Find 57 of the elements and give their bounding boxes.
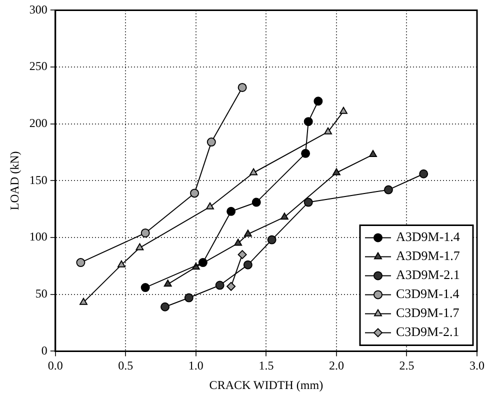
x-tick-label: 0.5: [118, 358, 134, 373]
legend-label: A3D9M-2.1: [396, 267, 460, 282]
point: [80, 298, 88, 305]
legend-label: C3D9M-1.4: [396, 286, 460, 302]
x-tick-label: 2.5: [399, 358, 414, 373]
point: [136, 243, 144, 250]
point: [238, 250, 247, 260]
y-tick-label: 100: [29, 230, 48, 244]
point: [304, 117, 313, 126]
x-tick-label: 2.0: [328, 358, 344, 373]
point: [140, 228, 150, 238]
legend-label: A3D9M-1.4: [396, 229, 460, 244]
point: [226, 282, 236, 291]
y-tick-label: 250: [29, 59, 48, 74]
point: [117, 260, 126, 268]
x-tick-label: 3.0: [470, 358, 484, 373]
x-tick-label: 0.0: [48, 358, 63, 373]
point: [206, 202, 214, 210]
point: [226, 206, 236, 216]
point: [304, 198, 313, 207]
legend-label: C3D9M-2.1: [396, 324, 460, 340]
point: [314, 96, 323, 106]
point: [140, 283, 150, 292]
point: [206, 138, 216, 147]
y-tick-label: 300: [29, 2, 48, 16]
legend-label: A3D9M-1.7: [396, 248, 460, 264]
point: [244, 230, 252, 237]
point: [238, 82, 247, 92]
point: [332, 168, 340, 176]
point: [215, 280, 224, 290]
y-tick-label: 150: [29, 172, 48, 187]
y-axis-title: LOAD (kN): [7, 151, 22, 210]
y-tick-label: 0: [41, 343, 48, 358]
point: [340, 106, 348, 114]
point: [384, 185, 393, 194]
point: [164, 280, 172, 287]
point: [76, 258, 86, 268]
point: [369, 150, 377, 158]
point: [184, 293, 194, 302]
x-tick-label: 1.5: [258, 358, 274, 373]
x-axis-title: CRACK WIDTH (mm): [209, 378, 324, 392]
point: [267, 235, 276, 244]
point: [198, 258, 208, 268]
x-tick-label: 1.0: [188, 358, 204, 373]
point: [234, 238, 242, 246]
legend-label: C3D9M-1.7: [396, 305, 460, 320]
y-tick-label: 50: [35, 286, 48, 301]
y-tick-label: 200: [29, 116, 48, 130]
point: [190, 188, 200, 198]
point: [280, 212, 288, 220]
point: [419, 169, 428, 178]
point: [250, 168, 258, 176]
point: [252, 198, 261, 207]
point: [243, 260, 252, 270]
point: [324, 127, 332, 134]
point: [301, 148, 310, 158]
point: [160, 302, 170, 312]
